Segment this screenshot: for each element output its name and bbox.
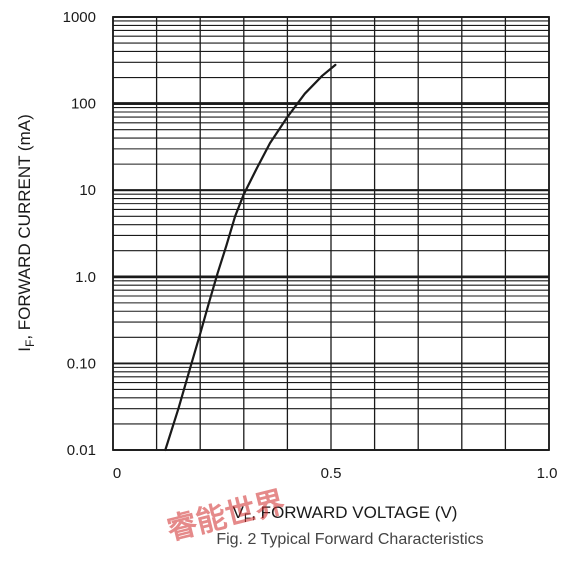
series-layer [164,63,337,452]
x-axis-title: VF, FORWARD VOLTAGE (V) [233,503,458,525]
plot-frame [112,16,550,451]
y-tick-label: 0.01 [67,442,96,459]
forward-characteristic-curve [164,63,337,452]
y-tick-label: 1.0 [75,269,96,286]
chart-caption: Fig. 2 Typical Forward Characteristics [216,531,483,548]
grid-layer [112,16,550,451]
y-tick-label: 0.10 [67,355,96,372]
y-tick-label: 10 [79,182,96,199]
tick-layer: 0.01 0.10 1.0 10 100 1000 0 0.5 1.0 [63,9,558,482]
y-tick-label: 1000 [63,9,96,26]
x-tick-label: 0 [113,465,121,482]
x-tick-label: 0.5 [321,465,342,482]
y-tick-label: 100 [71,96,96,113]
x-tick-label: 1.0 [537,465,558,482]
y-axis-title: IF, FORWARD CURRENT (mA) [15,114,37,351]
